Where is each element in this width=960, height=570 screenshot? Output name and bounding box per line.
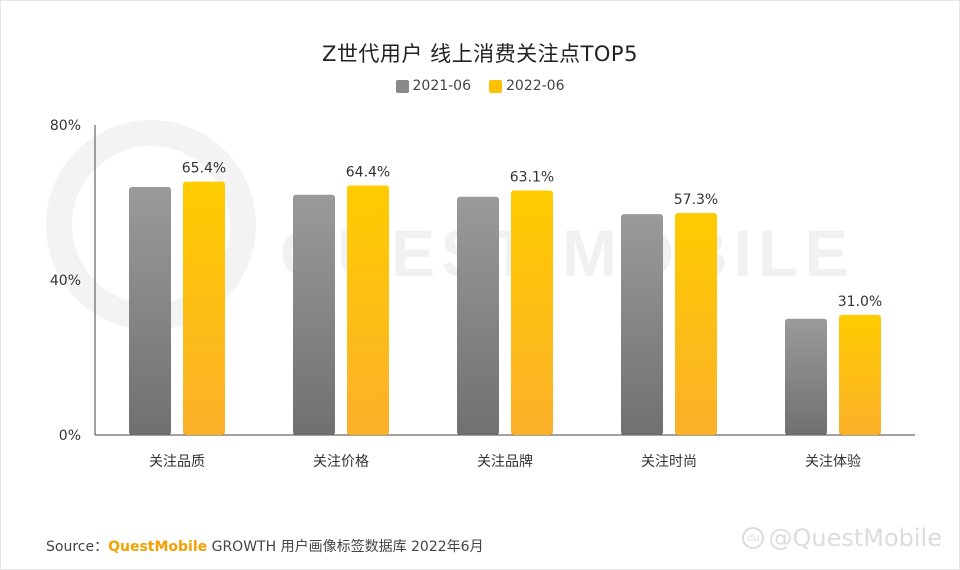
legend-item-2021[interactable]: 2021-06 [395, 78, 472, 94]
y-tick-label: 80% [50, 118, 81, 134]
bar-2021 [785, 318, 827, 435]
source-text: GROWTH 用户画像标签数据库 2022年6月 [211, 539, 484, 555]
data-label: 57.3% [674, 192, 718, 208]
y-tick-label: 0% [59, 428, 81, 444]
data-label: 63.1% [510, 169, 554, 185]
bar-2021 [129, 187, 171, 435]
legend-label-2021: 2021-06 [412, 78, 472, 94]
corner-watermark: du @QuestMobile [742, 524, 942, 552]
chart-title: Z世代用户 线上消费关注点TOP5 [322, 42, 638, 66]
bar-2022 [675, 212, 717, 435]
bar-2022 [839, 314, 881, 435]
source-brand: QuestMobile [108, 539, 208, 555]
x-tick-label: 关注价格 [313, 454, 369, 470]
watermark-text: @QuestMobile [768, 524, 942, 552]
bar-2022 [347, 185, 389, 435]
x-tick-label: 关注品质 [149, 454, 205, 470]
chart-legend: 2021-06 2022-06 [0, 78, 960, 94]
source-prefix: Source： [46, 539, 109, 555]
bar-2022 [183, 181, 225, 435]
data-label: 64.4% [346, 164, 390, 180]
legend-label-2022: 2022-06 [506, 78, 565, 94]
bar-2021 [621, 214, 663, 435]
x-tick-label: 关注时尚 [641, 454, 697, 470]
data-label: 65.4% [182, 161, 226, 177]
bar-2021 [457, 196, 499, 435]
legend-item-2022[interactable]: 2022-06 [489, 78, 565, 94]
watermark-logo-icon: du [742, 527, 765, 549]
bar-2022 [511, 190, 553, 435]
bar-2021 [293, 194, 335, 435]
data-label: 31.0% [838, 294, 882, 310]
x-tick-label: 关注品牌 [477, 453, 533, 470]
legend-swatch-2022 [489, 79, 502, 93]
y-tick-label: 40% [50, 273, 81, 289]
source-note: Source：QuestMobile GROWTH 用户画像标签数据库 2022… [46, 536, 484, 556]
x-tick-label: 关注体验 [805, 454, 861, 470]
legend-swatch-2021 [395, 79, 409, 93]
